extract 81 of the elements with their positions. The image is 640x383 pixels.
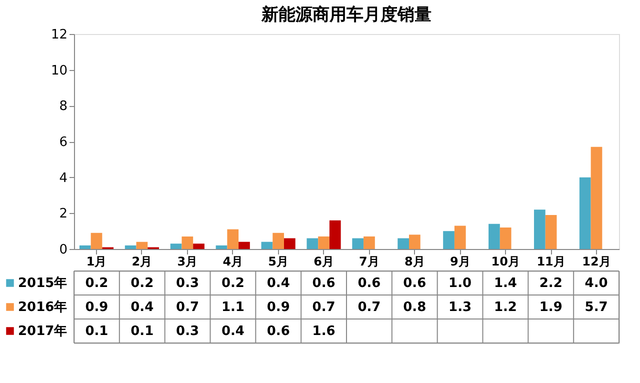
data-label: 1.4 — [494, 276, 517, 291]
data-label: 1.9 — [539, 300, 562, 315]
data-label: 0.8 — [403, 300, 426, 315]
y-tick-label: 4 — [59, 170, 68, 186]
bar — [364, 236, 375, 249]
data-label: 0.7 — [312, 300, 336, 315]
legend-label: 2015年 — [18, 276, 68, 291]
y-tick-label: 12 — [50, 28, 68, 42]
x-tick-label: 5月 — [268, 254, 288, 268]
bar — [443, 231, 454, 249]
x-tick-label: 8月 — [404, 254, 425, 268]
bar — [170, 244, 182, 249]
x-tick-label: 7月 — [359, 254, 380, 268]
data-label: 1.3 — [448, 300, 472, 315]
x-tick-label: 11月 — [536, 254, 566, 268]
bar — [500, 228, 512, 249]
data-label: 0.7 — [358, 300, 381, 315]
bar — [579, 177, 591, 249]
data-label: 1.6 — [312, 324, 336, 339]
data-label: 0.9 — [85, 300, 108, 315]
bar — [409, 234, 420, 249]
y-tick-label: 6 — [59, 135, 68, 150]
legend-label: 2017年 — [18, 324, 68, 339]
bar — [534, 210, 546, 249]
x-tick-label: 3月 — [177, 254, 198, 268]
data-label: 5.7 — [584, 300, 608, 315]
bar — [488, 224, 500, 249]
data-label: 0.6 — [266, 324, 290, 339]
x-tick-label: 4月 — [222, 254, 244, 268]
bar — [238, 242, 250, 249]
x-tick-label: 10月 — [491, 254, 520, 268]
y-tick-label: 10 — [50, 63, 68, 78]
bar — [318, 236, 330, 249]
bar — [136, 242, 148, 249]
x-tick-label: 6月 — [314, 254, 334, 268]
bar — [454, 226, 466, 249]
data-label: 0.3 — [176, 324, 200, 339]
y-tick-label: 0 — [59, 242, 68, 258]
data-label: 0.2 — [130, 276, 154, 291]
legend-label: 2016年 — [18, 300, 68, 315]
bar — [590, 146, 602, 249]
bar — [227, 229, 239, 249]
x-tick-label: 2月 — [132, 254, 152, 268]
data-label: 0.3 — [176, 276, 200, 291]
bar — [284, 238, 296, 249]
data-label: 0.4 — [130, 300, 154, 315]
bar — [261, 242, 273, 249]
data-label: 0.1 — [130, 324, 154, 339]
bar — [272, 232, 284, 249]
data-label: 4.0 — [584, 276, 608, 291]
data-label: 0.7 — [176, 300, 200, 315]
data-label: 0.4 — [221, 324, 244, 339]
x-tick-label: 1月 — [86, 254, 107, 268]
data-label: 0.2 — [221, 276, 244, 291]
bar — [182, 236, 194, 249]
bar — [90, 232, 102, 249]
data-label: 0.2 — [85, 276, 108, 291]
data-label: 2.2 — [539, 276, 562, 291]
bar — [329, 220, 341, 249]
y-tick-label: 2 — [59, 206, 68, 222]
bar — [545, 214, 557, 249]
data-label: 0.1 — [85, 324, 108, 339]
bar — [193, 244, 204, 249]
data-label: 0.6 — [312, 276, 336, 291]
data-label: 0.6 — [403, 276, 426, 291]
data-label: 1.0 — [448, 276, 472, 291]
data-label: 0.4 — [266, 276, 290, 291]
bar — [306, 238, 318, 249]
x-tick-label: 12月 — [582, 254, 611, 268]
bar — [79, 245, 91, 249]
bar — [124, 245, 136, 249]
x-tick-label: 9月 — [450, 254, 470, 268]
bar — [398, 238, 409, 249]
y-tick-label: 8 — [59, 99, 68, 114]
data-label: 0.6 — [358, 276, 381, 291]
data-label: 1.1 — [221, 300, 244, 315]
chart-title: 新能源商用车月度销量 — [260, 5, 432, 25]
data-label: 0.9 — [266, 300, 290, 315]
bar — [216, 245, 228, 249]
data-label: 1.2 — [494, 300, 517, 315]
bar — [352, 238, 364, 249]
